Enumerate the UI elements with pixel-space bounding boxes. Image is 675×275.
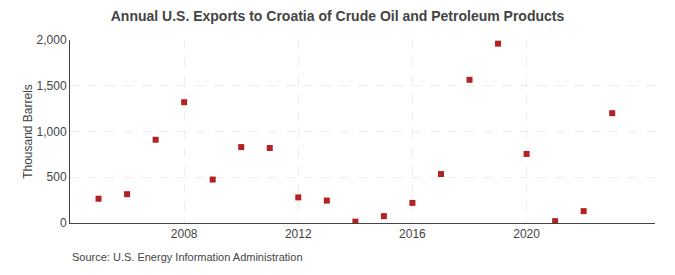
svg-text:2,000: 2,000 xyxy=(37,33,67,47)
svg-text:2016: 2016 xyxy=(399,227,426,241)
svg-text:0: 0 xyxy=(60,216,67,230)
svg-text:Annual U.S. Exports to Croatia: Annual U.S. Exports to Croatia of Crude … xyxy=(111,8,565,24)
svg-text:2020: 2020 xyxy=(513,227,540,241)
svg-text:2012: 2012 xyxy=(285,227,312,241)
svg-text:Thousand Barrels: Thousand Barrels xyxy=(21,84,35,179)
svg-text:Source: U.S. Energy Informatio: Source: U.S. Energy Information Administ… xyxy=(72,251,303,263)
svg-text:500: 500 xyxy=(47,170,67,184)
svg-text:1,000: 1,000 xyxy=(37,125,67,139)
svg-text:1,500: 1,500 xyxy=(37,79,67,93)
svg-text:2008: 2008 xyxy=(171,227,198,241)
